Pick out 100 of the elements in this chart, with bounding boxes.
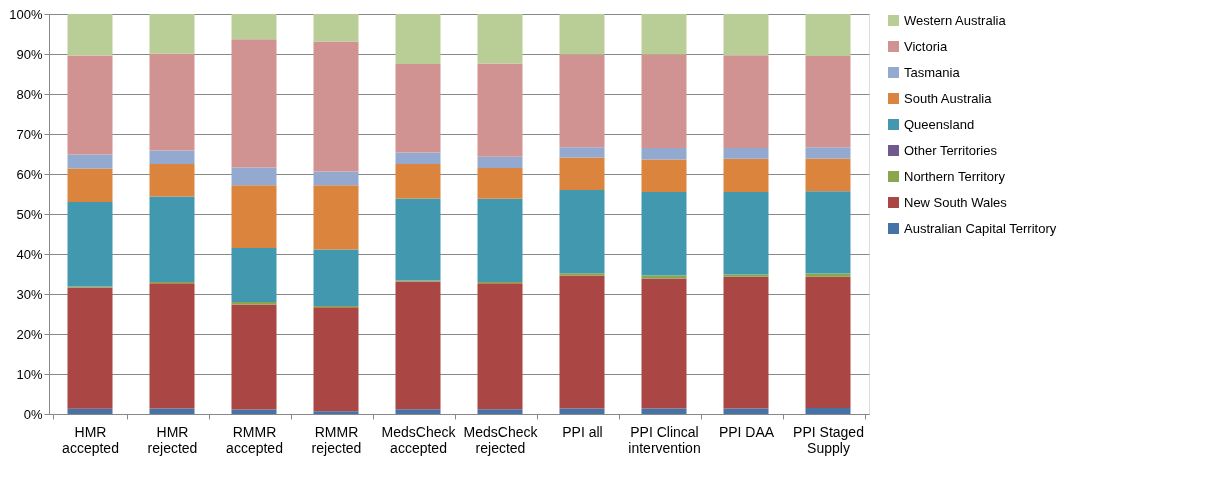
x-tick-label: RMMR rejected	[311, 423, 362, 456]
legend-label: Northern Territory	[904, 168, 1006, 184]
bar	[231, 167, 277, 186]
x-tick-label: PPI all	[562, 423, 603, 440]
y-tick-label: 30%	[16, 286, 43, 302]
bar	[231, 185, 277, 248]
x-tick-label: RMMR accepted	[226, 423, 283, 456]
bar	[723, 192, 769, 275]
bar	[559, 54, 605, 148]
bar	[313, 307, 359, 412]
bar	[67, 154, 113, 169]
y-tick-label: 10%	[16, 366, 43, 382]
legend-label: Tasmania	[904, 64, 961, 80]
bar	[231, 14, 277, 40]
legend-label: Victoria	[904, 38, 948, 54]
bar	[313, 249, 359, 306]
bar	[149, 196, 195, 282]
bar	[641, 14, 687, 55]
y-tick-label: 100%	[9, 6, 43, 22]
legend-label: South Australia	[904, 90, 993, 106]
bar	[723, 274, 769, 277]
y-tick-label: 20%	[16, 326, 43, 342]
bar	[477, 283, 523, 410]
bar	[477, 14, 523, 64]
bar	[149, 283, 195, 409]
bar	[805, 276, 851, 408]
legend-label: Other Territories	[904, 142, 998, 158]
bar	[641, 192, 687, 276]
bar	[723, 55, 769, 148]
x-tick-label: MedsCheck rejected	[463, 423, 539, 456]
bar	[149, 164, 195, 197]
bar	[149, 408, 195, 414]
bar	[231, 409, 277, 414]
y-tick-label: 80%	[16, 86, 43, 102]
bar	[67, 202, 113, 287]
bar	[313, 185, 359, 250]
y-tick-label: 40%	[16, 246, 43, 262]
bar	[559, 275, 605, 409]
bar	[477, 156, 523, 168]
bar	[723, 276, 769, 409]
x-tick-label: HMR rejected	[147, 423, 198, 456]
bar	[805, 408, 851, 414]
bar	[805, 158, 851, 192]
bar	[477, 409, 523, 414]
bar	[395, 64, 441, 153]
bar	[559, 14, 605, 55]
bar	[805, 191, 851, 274]
bar	[149, 14, 195, 54]
bar	[723, 158, 769, 192]
bar	[805, 147, 851, 159]
bar	[641, 159, 687, 192]
y-tick-label: 90%	[16, 46, 43, 62]
bar	[641, 54, 687, 148]
bar	[67, 14, 113, 56]
bar	[477, 198, 523, 282]
bar	[67, 287, 113, 409]
x-tick-label: PPI Clincal intervention	[628, 423, 701, 456]
bar	[231, 304, 277, 410]
bar	[395, 164, 441, 199]
bar	[149, 150, 195, 164]
bar	[805, 273, 851, 277]
bar	[395, 14, 441, 64]
bar	[723, 14, 769, 56]
bar	[231, 39, 277, 168]
bar	[67, 55, 113, 155]
bar	[559, 408, 605, 414]
bar	[395, 409, 441, 414]
legend-label: Queensland	[904, 116, 975, 132]
bar	[395, 152, 441, 164]
x-tick-label: PPI DAA	[718, 423, 775, 440]
legend-label: New South Wales	[904, 194, 1008, 210]
bar	[313, 411, 359, 414]
bar	[395, 198, 441, 281]
bar	[641, 408, 687, 414]
y-tick-label: 70%	[16, 126, 43, 142]
legend-label: Australian Capital Territory	[904, 220, 1057, 236]
x-tick-label: PPI Staged Supply	[793, 423, 864, 456]
bar	[559, 147, 605, 158]
bar	[805, 56, 851, 148]
bar	[805, 14, 851, 56]
bar	[67, 408, 113, 414]
bar	[723, 408, 769, 414]
y-tick-label: 60%	[16, 166, 43, 182]
bar	[559, 273, 605, 276]
bar	[641, 278, 687, 409]
bar	[641, 148, 687, 160]
bar	[313, 14, 359, 42]
bar	[313, 41, 359, 172]
bar	[149, 53, 195, 151]
bar	[559, 190, 605, 274]
bar	[477, 63, 523, 157]
x-tick-label: HMR accepted	[62, 423, 119, 456]
bar	[477, 168, 523, 199]
bar	[559, 157, 605, 190]
bar	[67, 168, 113, 202]
x-tick-label: MedsCheck accepted	[381, 423, 457, 456]
legend-label: Western Australia	[904, 12, 1007, 28]
bar	[723, 148, 769, 159]
bar	[313, 171, 359, 186]
y-tick-label: 0%	[23, 406, 43, 422]
